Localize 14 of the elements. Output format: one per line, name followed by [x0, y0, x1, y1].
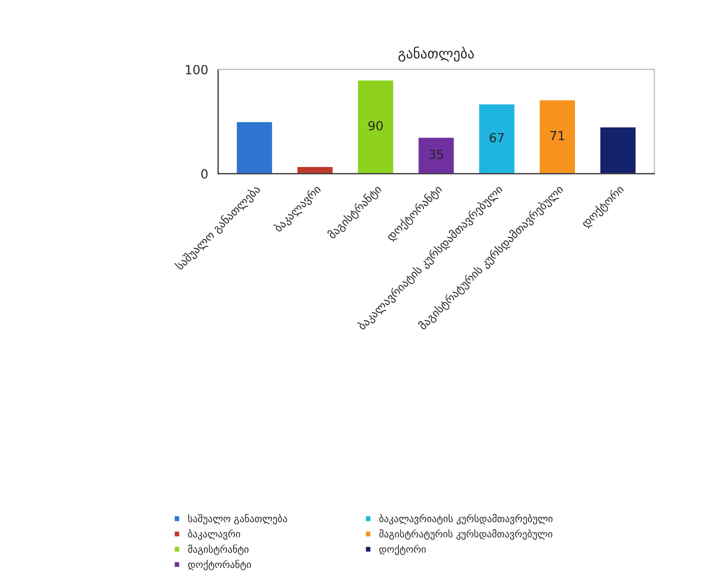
data-label: 71	[550, 131, 564, 140]
legend-label: ბაკალავრი	[188, 529, 240, 540]
legend-label: მაგისტრატურის კურსდამთავრებული	[379, 529, 552, 540]
data-label: 90	[368, 120, 383, 130]
chart-title: განათლება	[398, 46, 474, 62]
y-tick-label: 100	[186, 64, 208, 74]
data-label: 67	[490, 132, 504, 142]
legend-label: დოქტორანტი	[188, 560, 251, 570]
legend-label: საშუალო განათლება	[188, 514, 287, 524]
legend-label: მაგისტრანტი	[188, 544, 248, 556]
y-tick-label: 0	[201, 169, 208, 179]
legend-label: დოქტორი	[379, 544, 426, 555]
data-label: 35	[429, 150, 444, 160]
legend-label: ბაკალავრიატის კურსდამთავრებული	[379, 514, 552, 524]
